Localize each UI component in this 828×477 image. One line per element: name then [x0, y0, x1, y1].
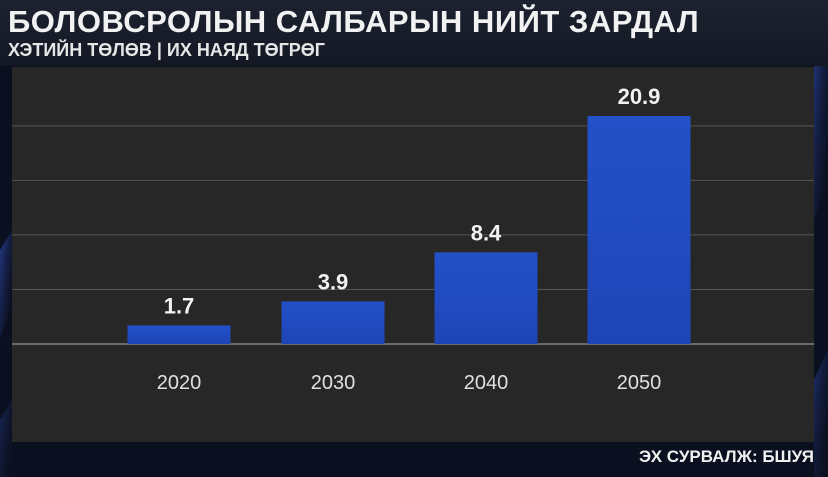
data-label-2040: 8.4 — [471, 220, 502, 245]
x-tick-label-2030: 2030 — [311, 372, 356, 394]
bar-2050 — [587, 116, 691, 344]
data-label-2050: 20.9 — [618, 84, 661, 109]
chart-title: БОЛОВСРОЛЫН САЛБАРЫН НИЙТ ЗАРДАЛ — [8, 4, 700, 39]
data-label-2030: 3.9 — [318, 269, 349, 294]
bar-2030 — [281, 301, 385, 344]
title-banner: БОЛОВСРОЛЫН САЛБАРЫН НИЙТ ЗАРДАЛ ХЭТИЙН … — [0, 0, 828, 66]
x-tick-label-2050: 2050 — [617, 372, 662, 394]
chart-panel: 1.7 2020 3.9 2030 8.4 2040 20.9 2050 — [12, 67, 814, 442]
bar-chart: 1.7 2020 3.9 2030 8.4 2040 20.9 2050 — [12, 84, 814, 394]
x-tick-label-2040: 2040 — [464, 372, 509, 394]
x-tick-label-2020: 2020 — [157, 372, 202, 394]
bar-2020 — [127, 325, 231, 344]
chart-subtitle: ХЭТИЙН ТӨЛӨВ | ИХ НАЯД ТӨГРӨГ — [8, 40, 326, 60]
data-label-2020: 1.7 — [164, 293, 195, 318]
bar-2040 — [434, 252, 538, 344]
source-note: ЭХ СУРВАЛЖ: БШУЯ — [639, 447, 814, 466]
